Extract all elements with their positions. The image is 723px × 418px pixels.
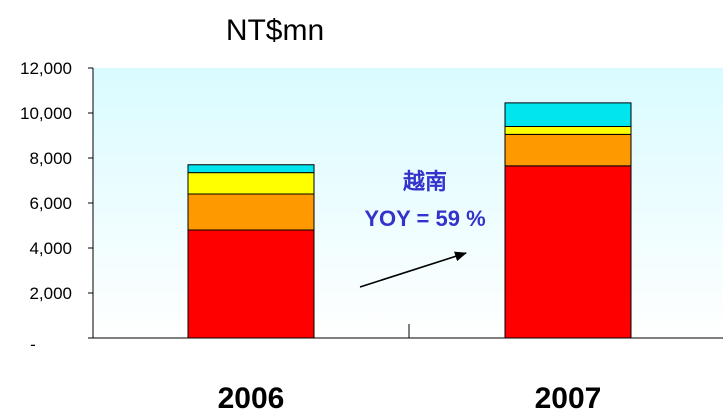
x-tick-label: 2006 [218, 382, 285, 415]
bar-segment [187, 164, 315, 174]
chart-title: NT$mn [226, 14, 324, 47]
y-tick-label: 10,000 [20, 104, 72, 123]
x-tick-label: 2007 [535, 382, 602, 415]
y-tick-label: 12,000 [20, 59, 72, 78]
y-tick-label: 8,000 [29, 149, 72, 168]
growth-arrow [359, 251, 467, 288]
bar-segment [504, 165, 632, 339]
bar-segment [187, 172, 315, 195]
y-tick-label: - [30, 335, 36, 354]
bars-group [187, 102, 632, 339]
annotation-label: 越南 [402, 169, 447, 195]
bar-segment [504, 126, 632, 135]
bar-segment [504, 102, 632, 127]
bar-segment [504, 133, 632, 167]
x-axis-labels: 2006 2007 [218, 382, 602, 415]
bar-segment [187, 193, 315, 231]
annotation-yoy: YOY = 59 % [364, 206, 485, 231]
y-tick-label: 4,000 [29, 239, 72, 258]
bar-segment [187, 229, 315, 339]
y-tick-label: 2,000 [29, 284, 72, 303]
y-axis-ticks: - 2,000 4,000 6,000 8,000 10,000 12,000 [20, 59, 93, 354]
y-tick-label: 6,000 [29, 194, 72, 213]
